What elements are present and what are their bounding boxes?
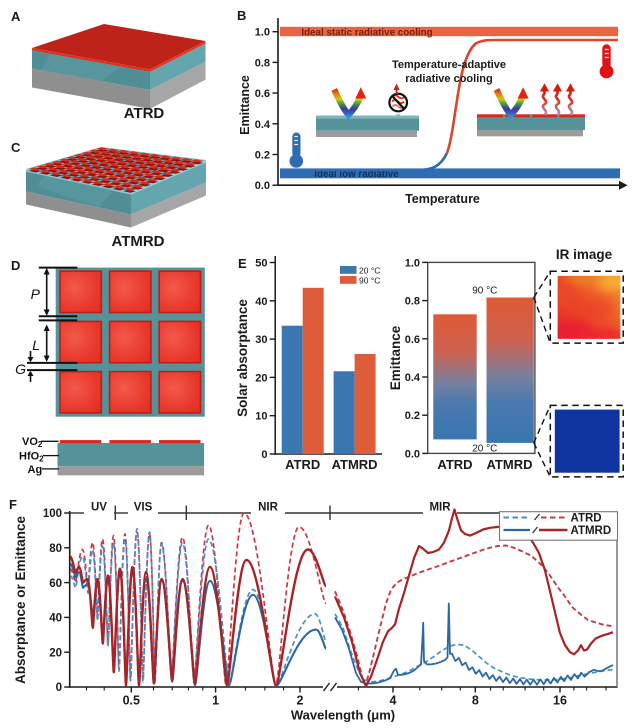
svg-text:60: 60 (49, 578, 62, 590)
svg-text:90 °C: 90 °C (359, 275, 380, 285)
svg-text:B: B (237, 8, 246, 23)
svg-text:UV: UV (91, 502, 107, 514)
svg-text:0.2: 0.2 (255, 150, 270, 162)
svg-text:40: 40 (255, 296, 267, 308)
svg-text:Temperature-adaptive: Temperature-adaptive (392, 59, 506, 71)
svg-text:30: 30 (255, 334, 267, 346)
svg-text:L: L (32, 337, 40, 353)
svg-text:P: P (31, 286, 41, 302)
svg-text:NIR: NIR (258, 502, 279, 514)
svg-text:20: 20 (49, 647, 62, 659)
svg-text:Ideal low radiative: Ideal low radiative (314, 169, 399, 180)
svg-text:C: C (11, 140, 21, 155)
svg-text:8: 8 (472, 694, 479, 708)
svg-text:80: 80 (49, 543, 62, 555)
svg-text:1.0: 1.0 (255, 27, 270, 39)
svg-text:16: 16 (553, 694, 567, 708)
svg-text:A: A (11, 9, 21, 24)
svg-text:0.4: 0.4 (255, 119, 271, 131)
svg-text:0.2: 0.2 (405, 410, 420, 422)
svg-text:0.0: 0.0 (405, 448, 420, 460)
svg-text:0.5: 0.5 (123, 694, 140, 708)
svg-text:0.6: 0.6 (255, 88, 270, 100)
svg-text:IR image: IR image (556, 247, 613, 262)
svg-text:ATRD: ATRD (571, 513, 602, 525)
svg-text:ATRD: ATRD (437, 457, 472, 472)
svg-text:VIS: VIS (134, 502, 153, 514)
svg-text:2: 2 (297, 694, 304, 708)
svg-text:50: 50 (255, 258, 267, 270)
svg-text:ATMRD: ATMRD (487, 457, 533, 472)
svg-text:E: E (238, 256, 247, 271)
svg-text:Ag: Ag (28, 464, 43, 476)
svg-text:0.0: 0.0 (255, 180, 270, 192)
svg-text:radiative cooling: radiative cooling (405, 73, 492, 85)
svg-text:ATRD: ATRD (124, 105, 165, 122)
svg-text:0.4: 0.4 (405, 372, 421, 384)
svg-text:90 °C: 90 °C (472, 286, 497, 297)
svg-text:4: 4 (390, 694, 397, 708)
svg-text:MIR: MIR (429, 502, 451, 514)
svg-text:Absorptance or Emittance: Absorptance or Emittance (13, 515, 28, 684)
svg-text:20 °C: 20 °C (472, 444, 497, 455)
svg-text:20: 20 (255, 372, 267, 384)
svg-text:0: 0 (261, 449, 267, 461)
svg-text:D: D (11, 258, 20, 273)
svg-text:0.8: 0.8 (405, 296, 420, 308)
svg-text:ATMRD: ATMRD (111, 233, 164, 250)
svg-text:Emittance: Emittance (238, 75, 252, 135)
svg-text:Solar absorptance: Solar absorptance (235, 299, 250, 417)
svg-text:F: F (9, 497, 17, 512)
svg-text:HfO2: HfO2 (19, 451, 44, 464)
svg-text:100: 100 (43, 508, 62, 520)
svg-text:VO2: VO2 (22, 436, 43, 449)
svg-text:G: G (15, 361, 26, 377)
svg-text:1: 1 (212, 694, 219, 708)
svg-text:20 °C: 20 °C (359, 265, 380, 275)
svg-text:ATMRD: ATMRD (571, 525, 612, 537)
svg-text:Ideal static radiative cooling: Ideal static radiative cooling (301, 28, 432, 39)
svg-text:10: 10 (255, 411, 267, 423)
svg-text:0.8: 0.8 (255, 57, 270, 69)
svg-text:1.0: 1.0 (405, 257, 420, 269)
svg-text:0.6: 0.6 (405, 334, 420, 346)
svg-text:0: 0 (56, 682, 62, 694)
svg-text:Temperature: Temperature (405, 192, 480, 206)
svg-text:Wavelength (μm): Wavelength (μm) (291, 708, 395, 723)
svg-text:40: 40 (49, 613, 62, 625)
svg-text:Emittance: Emittance (388, 325, 403, 390)
svg-text:ATRD: ATRD (285, 457, 320, 472)
svg-text:ATMRD: ATMRD (332, 457, 378, 472)
